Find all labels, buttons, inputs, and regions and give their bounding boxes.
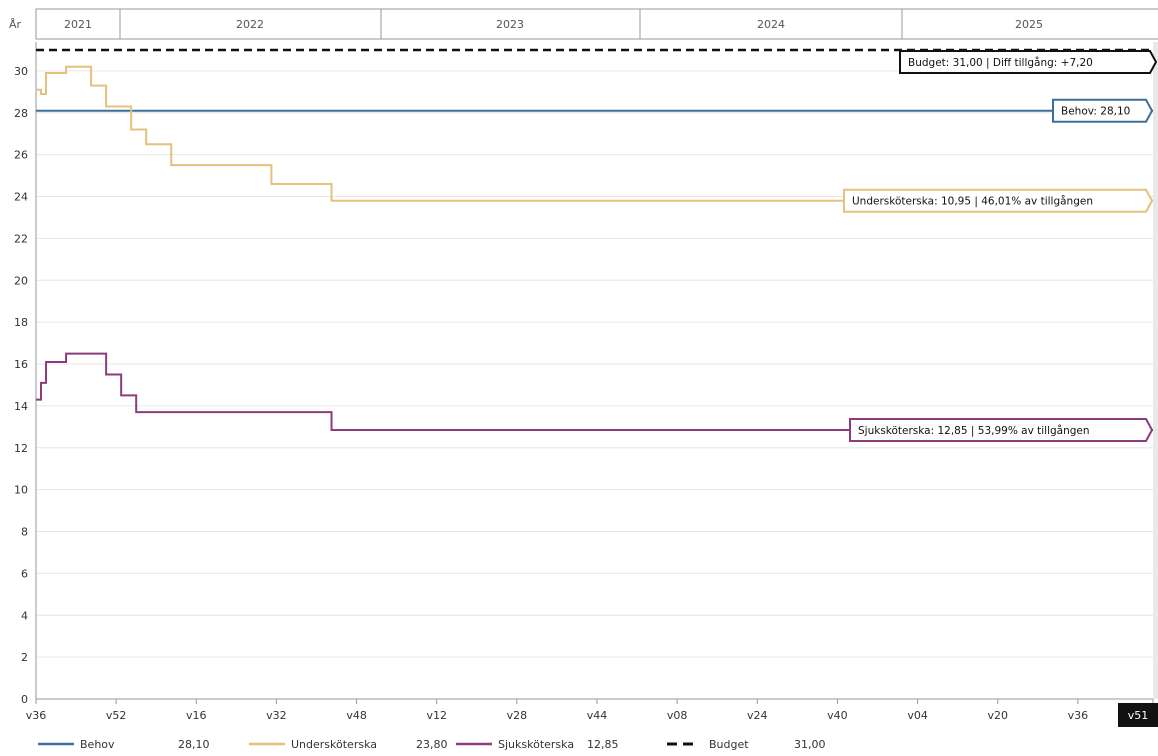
y-tick-label: 20 <box>14 274 28 287</box>
x-tick-label: v12 <box>426 709 447 722</box>
year-label: 2025 <box>1015 18 1043 31</box>
legend-value: 12,85 <box>587 738 619 751</box>
callout-text: Sjuksköterska: 12,85 | 53,99% av tillgån… <box>858 424 1090 437</box>
y-tick-label: 0 <box>21 693 28 706</box>
x-tick-label: v04 <box>907 709 928 722</box>
year-band <box>35 8 1158 40</box>
y-tick-label: 2 <box>21 651 28 664</box>
x-tick-label: v44 <box>587 709 608 722</box>
y-tick-label: 8 <box>21 526 28 539</box>
current-week-band <box>1153 42 1158 699</box>
legend: Behov 28,10 Undersköterska 23,80 Sjuksköters… <box>38 738 826 751</box>
x-tick-label: v16 <box>186 709 207 722</box>
y-tick-label: 28 <box>14 107 28 120</box>
current-week-marker <box>1118 703 1158 727</box>
x-tick-label: v08 <box>667 709 688 722</box>
year-axis-label: År <box>9 18 22 31</box>
grid <box>35 42 1158 700</box>
legend-item-budget: Budget 31,00 <box>667 738 826 751</box>
callout-text: Behov: 28,10 <box>1061 106 1130 118</box>
year-axis: År 2021 2022 2023 2024 2025 <box>9 8 1158 40</box>
legend-label: Behov <box>80 738 115 751</box>
legend-label: Budget <box>709 738 749 751</box>
callout-undersköterska: Undersköterska: 10,95 | 46,01% av tillgå… <box>843 188 1154 213</box>
year-label: 2021 <box>64 18 92 31</box>
legend-label: Undersköterska <box>291 738 377 751</box>
x-tick-label: v51 <box>1128 709 1149 722</box>
callout-text: Undersköterska: 10,95 | 46,01% av tillgå… <box>852 195 1093 208</box>
x-tick-label: v32 <box>266 709 287 722</box>
y-tick-label: 10 <box>14 484 28 497</box>
x-tick-label: v52 <box>106 709 127 722</box>
callout-text: Budget: 31,00 | Diff tillgång: +7,20 <box>908 56 1093 69</box>
x-axis: v36 v52 v16 v32 v48 v12 v28 v44 v08 v24 v40 v04 v20 v… <box>26 699 1158 727</box>
x-tick-label: v20 <box>987 709 1008 722</box>
x-tick-label: v36 <box>1068 709 1089 722</box>
legend-label: Sjuksköterska <box>498 738 574 751</box>
legend-value: 23,80 <box>416 738 448 751</box>
y-tick-label: 4 <box>21 609 28 622</box>
y-tick-label: 30 <box>14 65 28 78</box>
x-tick-label: v36 <box>26 709 47 722</box>
series-lines <box>36 48 1153 431</box>
y-tick-label: 22 <box>14 232 28 245</box>
y-tick-label: 16 <box>14 358 28 371</box>
year-label: 2023 <box>496 18 524 31</box>
callout-box <box>1052 98 1154 123</box>
y-tick-label: 18 <box>14 316 28 329</box>
y-tick-label: 24 <box>14 191 28 204</box>
y-tick-label: 26 <box>14 149 28 162</box>
legend-value: 31,00 <box>794 738 826 751</box>
callout-behov: Behov: 28,10 <box>1052 98 1154 123</box>
year-label: 2022 <box>236 18 264 31</box>
callouts: Behov: 28,10 Undersköterska: 10,95 | 46,0… <box>843 50 1158 442</box>
callout-budget: Budget: 31,00 | Diff tillgång: +7,20 <box>899 50 1158 74</box>
series-line-undersköterska <box>36 65 1153 202</box>
callout-box <box>849 417 1154 442</box>
legend-item-undersköterska: Undersköterska 23,80 <box>249 738 448 751</box>
x-tick-label: v28 <box>507 709 528 722</box>
callout-sjuksköterska: Sjuksköterska: 12,85 | 53,99% av tillgån… <box>849 417 1154 442</box>
y-tick-label: 14 <box>14 400 28 413</box>
x-tick-label: v40 <box>827 709 848 722</box>
legend-value: 28,10 <box>178 738 210 751</box>
y-tick-label: 12 <box>14 442 28 455</box>
series-line-sjuksköterska <box>36 352 1153 431</box>
callout-box <box>843 188 1154 213</box>
x-tick-label: v48 <box>346 709 367 722</box>
y-tick-label: 6 <box>21 567 28 580</box>
x-tick-label: v24 <box>747 709 768 722</box>
callout-box <box>899 50 1158 74</box>
legend-item-sjuksköterska: Sjuksköterska 12,85 <box>456 738 619 751</box>
legend-item-behov: Behov 28,10 <box>38 738 210 751</box>
year-label: 2024 <box>757 18 785 31</box>
